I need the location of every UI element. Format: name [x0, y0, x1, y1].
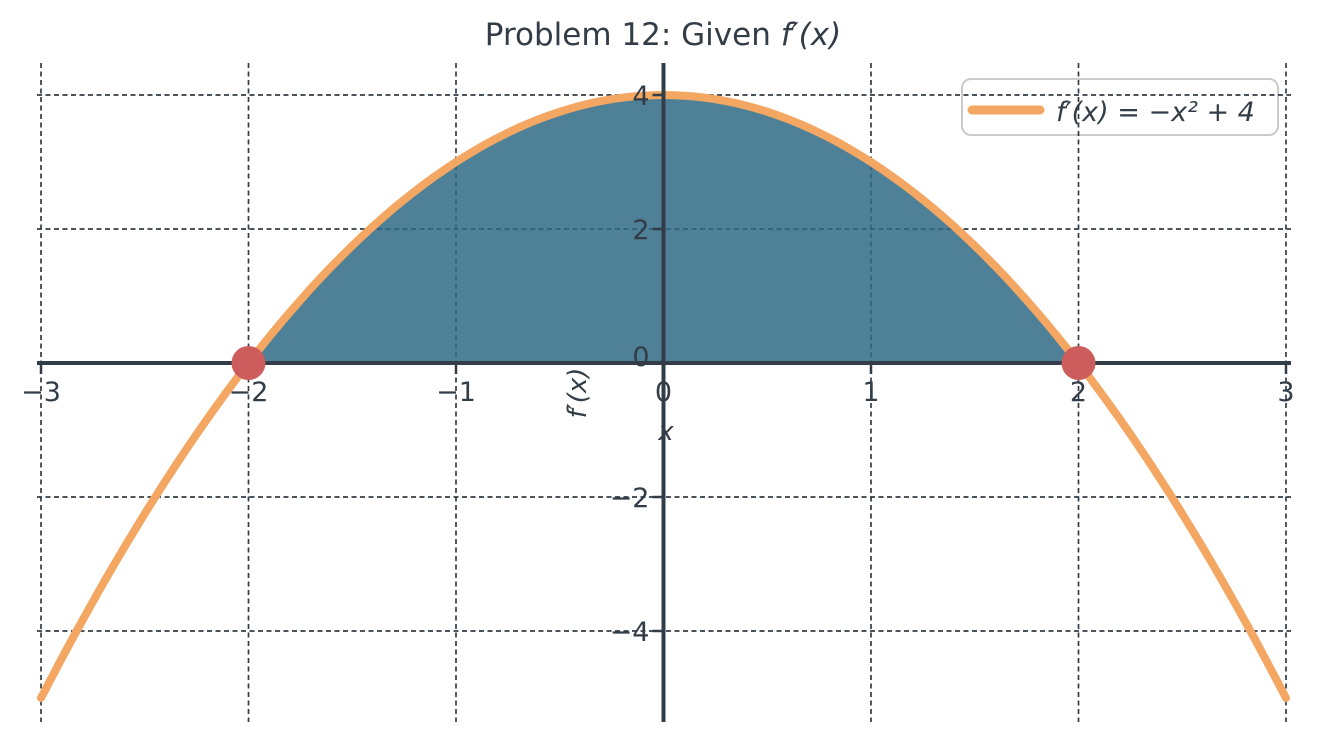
- x-axis-label: x: [657, 417, 674, 447]
- x-tick-label: −1: [436, 377, 476, 408]
- y-tick-label: 0: [632, 342, 649, 373]
- legend-label: f′(x) = −x² + 4: [1056, 97, 1255, 128]
- x-tick-label: 0: [655, 377, 672, 408]
- x-tick-label: 2: [1070, 377, 1087, 408]
- tick-labels: −3 −2 −1 0 1 2 3 −4 −2 0 2 4: [21, 81, 1295, 648]
- legend-frame: [961, 78, 1279, 136]
- y-tick-label: 4: [632, 81, 649, 112]
- chart-title: Problem 12: Given f′(x): [485, 17, 841, 53]
- x-tick-label: −3: [21, 377, 61, 408]
- x-tick-label: 1: [862, 377, 879, 408]
- chart-title-math: f′(x): [781, 17, 842, 53]
- root-marker: [1061, 346, 1096, 380]
- x-tick-label: −2: [229, 377, 269, 408]
- y-tick-label: −2: [610, 483, 650, 514]
- root-marker: [231, 346, 266, 380]
- root-markers: [231, 346, 1096, 380]
- chart-title-prefix: Problem 12: Given: [485, 17, 781, 53]
- y-axis-label: f′(x): [563, 368, 593, 419]
- grid-lines: [37, 63, 1291, 722]
- x-tick-label: 3: [1277, 377, 1294, 408]
- y-tick-label: −4: [610, 617, 650, 648]
- y-tick-label: 2: [632, 215, 649, 246]
